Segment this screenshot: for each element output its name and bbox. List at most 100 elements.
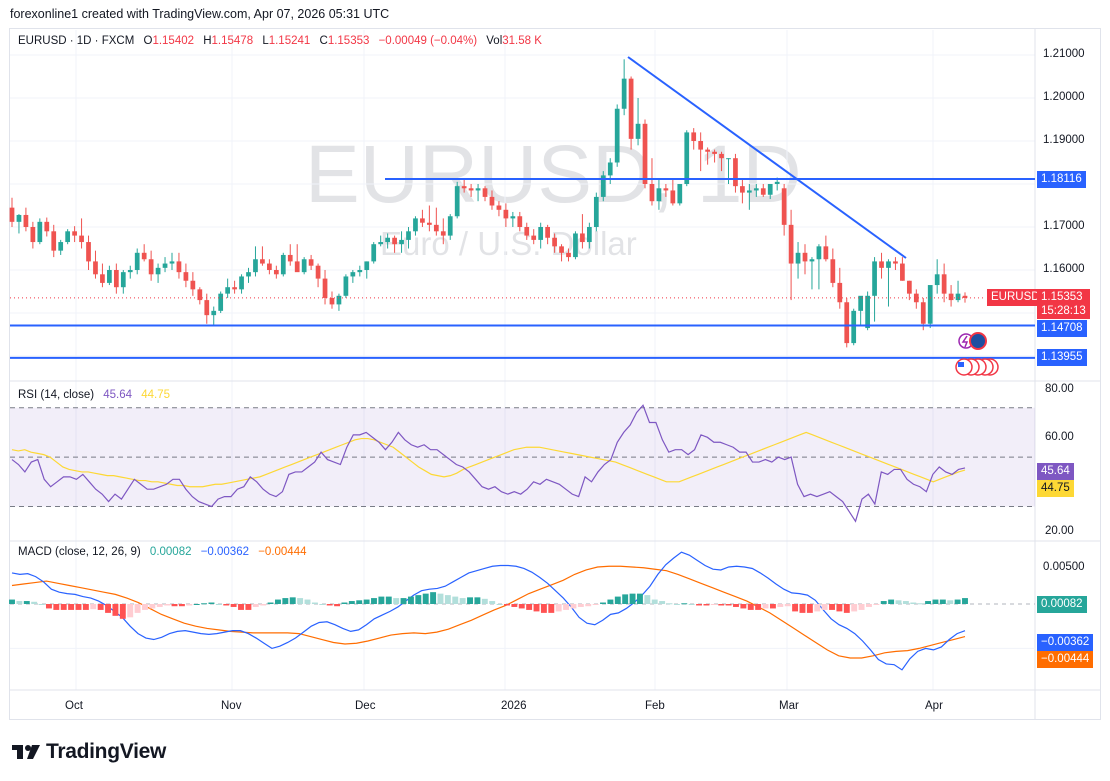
macd-title[interactable]: MACD (close, 12, 26, 9) (18, 546, 141, 558)
candle-body (517, 216, 523, 227)
candle-body (844, 302, 850, 344)
candle-body (127, 270, 133, 273)
candle-body (760, 188, 766, 195)
candle-body (197, 289, 203, 301)
support-level-tag[interactable]: 1.14708 (1037, 320, 1087, 337)
macd-histogram-bar (415, 595, 422, 604)
macd-histogram-bar (348, 601, 355, 604)
candle-body (134, 252, 140, 270)
macd-histogram-bar (134, 604, 141, 613)
macd-histogram-bar (400, 598, 407, 604)
ohlc-legend: EURUSD · 1D · FXCM O1.15402 H1.15478 L1.… (18, 35, 542, 47)
macd-histogram-bar (142, 604, 148, 610)
symbol-price-tag: EURUSD (987, 289, 1044, 306)
macd-histogram-bar (127, 604, 134, 618)
macd-histogram-bar (673, 604, 680, 605)
macd-histogram-bar (223, 604, 230, 606)
macd-line-value: −0.00362 (200, 546, 249, 558)
candle-body (204, 300, 210, 316)
rsi-title[interactable]: RSI (14, close) (18, 389, 95, 401)
macd-histogram-bar (481, 598, 488, 604)
candle-body (496, 205, 502, 210)
macd-histogram-bar (540, 604, 547, 613)
macd-histogram-bar (925, 601, 932, 604)
macd-histogram-bar (178, 604, 185, 607)
macd-histogram-bar (208, 602, 215, 604)
high-value: 1.15478 (211, 35, 254, 47)
candle-body (837, 282, 843, 303)
macd-histogram-bar (518, 604, 525, 609)
macd-histogram-bar (806, 604, 813, 613)
macd-histogram-bar (75, 604, 82, 610)
candle-body (489, 196, 495, 206)
macd-histogram-bar (947, 600, 954, 604)
candle-body (586, 227, 592, 243)
candle-body (392, 237, 397, 245)
candle-body (364, 261, 370, 270)
macd-histogram-bar (858, 604, 865, 610)
macd-histogram-tag: 0.00082 (1037, 596, 1087, 613)
macd-histogram-bar (45, 604, 52, 609)
macd-histogram-bar (267, 602, 274, 604)
resistance-level-tag[interactable]: 1.18116 (1037, 171, 1086, 188)
support-level-tag[interactable]: 1.13955 (1037, 349, 1087, 366)
macd-histogram-bar (792, 604, 799, 612)
candle-body (343, 276, 349, 296)
candle-body (225, 287, 231, 294)
macd-histogram-bar (430, 592, 437, 604)
macd-histogram-bar (82, 604, 89, 610)
macd-histogram-bar (474, 597, 481, 604)
lightning-icon (961, 335, 969, 348)
symbol-label[interactable]: EURUSD · 1D · FXCM (18, 35, 135, 47)
macd-histogram-bar (696, 604, 703, 606)
candle-body (260, 259, 265, 264)
macd-histogram-bar (577, 604, 584, 607)
candle-body (607, 162, 613, 176)
candle-body (830, 259, 836, 283)
last-price-tag: 1.15353 15:28:13 (1037, 289, 1090, 319)
candle-body (433, 224, 439, 232)
candle-body (753, 188, 759, 191)
macd-histogram-bar (467, 597, 473, 604)
time-tick: Dec (355, 700, 376, 712)
candle-body (614, 108, 620, 163)
candle-body (461, 186, 467, 189)
macd-histogram-bar (873, 604, 880, 605)
macd-histogram-bar (304, 599, 311, 604)
macd-line-tag: −0.00362 (1037, 634, 1094, 651)
macd-histogram-bar (769, 604, 776, 609)
rsi-tick: 60.00 (1045, 431, 1074, 443)
candle-body (37, 221, 43, 243)
rsi-legend: RSI (14, close) 45.64 44.75 (18, 389, 176, 401)
candle-body (329, 297, 335, 305)
candle-body (740, 186, 745, 193)
candle-body (246, 272, 251, 277)
macd-histogram-bar (511, 604, 518, 607)
macd-histogram-bar (866, 604, 872, 607)
macd-signal-value: −0.00444 (258, 546, 307, 558)
candle-body (962, 295, 968, 298)
macd-histogram-bar (733, 604, 739, 607)
candle-body (350, 272, 356, 277)
macd-histogram-bar (230, 604, 237, 607)
macd-histogram-bar (851, 604, 858, 612)
macd-histogram-bar (570, 604, 577, 609)
tradingview-logo-icon (12, 745, 40, 759)
macd-histogram-bar (666, 603, 673, 605)
macd-histogram-bar (755, 604, 762, 610)
macd-histogram-bar (238, 604, 244, 610)
last-price: 1.15353 (1041, 291, 1083, 303)
candle-body (58, 242, 64, 251)
candle-body (413, 218, 418, 232)
candle-body (823, 246, 829, 260)
open-value: 1.15402 (152, 35, 195, 47)
candle-body (705, 149, 710, 152)
rsi-line (11, 404, 966, 523)
macd-histogram-bar (319, 604, 326, 605)
macd-histogram-bar (939, 599, 946, 604)
macd-histogram-bar (215, 604, 222, 605)
macd-histogram-bar (201, 603, 208, 605)
macd-histogram-bar (437, 593, 444, 604)
macd-histogram-bar (53, 604, 60, 610)
